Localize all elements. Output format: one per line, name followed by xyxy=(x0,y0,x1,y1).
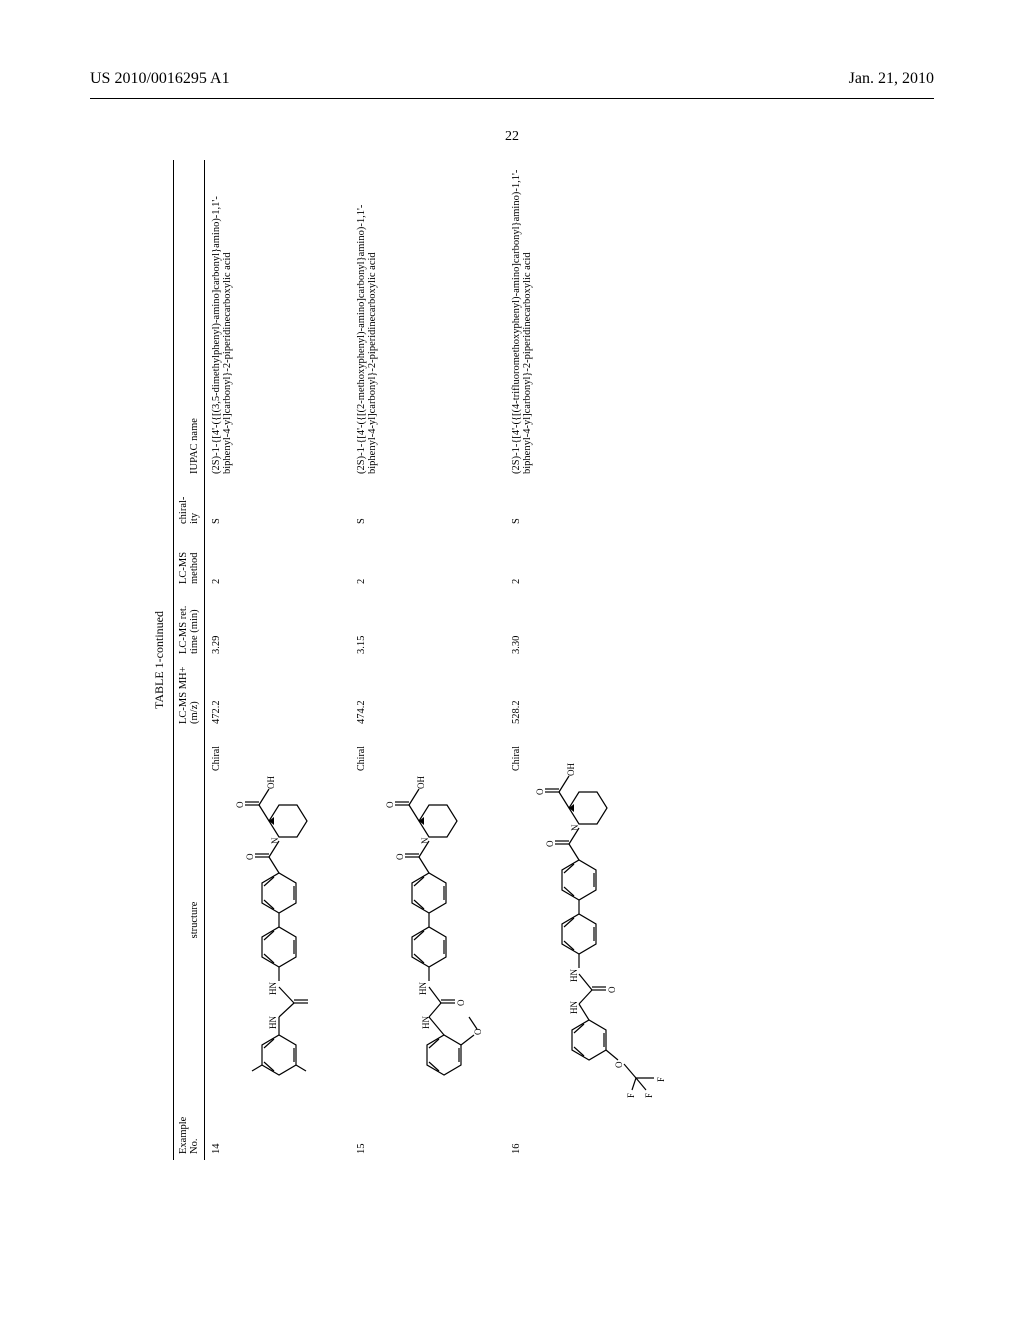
col-example: Example No. xyxy=(174,1110,205,1160)
cell-method: 2 xyxy=(205,530,351,590)
svg-text:HN: HN xyxy=(569,1001,579,1014)
cell-chirality: S xyxy=(505,480,680,530)
cell-iupac: (2S)-1-{[4'-({[(3,5-dimethylphenyl)-amin… xyxy=(205,160,351,480)
svg-text:O: O xyxy=(245,853,255,860)
cell-example-no: 15 xyxy=(350,1110,505,1160)
cell-mh: 528.2 xyxy=(505,660,680,730)
cell-chirality: S xyxy=(350,480,505,530)
svg-text:HN: HN xyxy=(268,1016,278,1029)
svg-text:HN: HN xyxy=(421,1016,431,1029)
svg-text:O: O xyxy=(473,1028,483,1035)
cell-mh: 474.2 xyxy=(350,660,505,730)
chiral-label: Chiral xyxy=(511,736,524,1104)
cell-method: 2 xyxy=(350,530,505,590)
svg-text:F: F xyxy=(656,1077,666,1082)
cell-structure: Chiral O HN xyxy=(350,730,505,1110)
svg-text:N: N xyxy=(420,837,430,844)
table-caption: TABLE 1-continued xyxy=(152,160,167,1160)
cell-method: 2 xyxy=(505,530,680,590)
cell-ret: 3.30 xyxy=(505,590,680,660)
cell-iupac: (2S)-1-{[4'-({[(2-methoxyphenyl)-amino]c… xyxy=(350,160,505,480)
svg-text:OH: OH xyxy=(416,776,426,789)
svg-text:N: N xyxy=(270,837,280,844)
svg-text:O: O xyxy=(456,999,466,1006)
svg-text:O: O xyxy=(607,986,617,993)
compound-table: Example No. structure LC-MS MH+ (m/z) LC… xyxy=(173,160,680,1160)
svg-text:O: O xyxy=(395,853,405,860)
col-structure: structure xyxy=(174,730,205,1110)
publication-number: US 2010/0016295 A1 xyxy=(90,70,230,88)
header-divider xyxy=(90,98,934,99)
svg-text:O: O xyxy=(535,788,545,795)
table-row: 16 Chiral F F F O xyxy=(505,160,680,1160)
col-iupac: IUPAC name xyxy=(174,160,205,480)
structure-svg-15: O HN O HN xyxy=(369,745,499,1095)
svg-text:O: O xyxy=(235,801,245,808)
col-chirality: chiral- ity xyxy=(174,480,205,530)
cell-structure: Chiral HN xyxy=(205,730,351,1110)
svg-text:O: O xyxy=(614,1061,624,1068)
svg-text:O: O xyxy=(385,801,395,808)
table-row: 14 Chiral xyxy=(205,160,351,1160)
table-container: TABLE 1-continued Example No. structure … xyxy=(152,160,872,1160)
structure-svg-14: HN HN xyxy=(224,745,344,1095)
page-number: 22 xyxy=(0,129,1024,145)
svg-text:HN: HN xyxy=(418,982,428,995)
cell-iupac: (2S)-1-{[4'-({[(4-trifluoromethoxyphenyl… xyxy=(505,160,680,480)
cell-ret: 3.15 xyxy=(350,590,505,660)
svg-text:OH: OH xyxy=(266,776,276,789)
svg-text:F: F xyxy=(626,1093,636,1098)
col-method: LC-MS method xyxy=(174,530,205,590)
cell-chirality: S xyxy=(205,480,351,530)
cell-mh: 472.2 xyxy=(205,660,351,730)
cell-structure: Chiral F F F O xyxy=(505,730,680,1110)
svg-text:OH: OH xyxy=(566,763,576,776)
cell-example-no: 16 xyxy=(505,1110,680,1160)
col-ret: LC-MS ret. time (min) xyxy=(174,590,205,660)
svg-text:F: F xyxy=(644,1093,654,1098)
cell-ret: 3.29 xyxy=(205,590,351,660)
cell-example-no: 14 xyxy=(205,1110,351,1160)
structure-svg-16: F F F O xyxy=(524,740,674,1100)
col-mh: LC-MS MH+ (m/z) xyxy=(174,660,205,730)
table-row: 15 Chiral O xyxy=(350,160,505,1160)
chiral-label: Chiral xyxy=(356,736,369,1104)
chiral-label: Chiral xyxy=(211,736,224,1104)
svg-text:O: O xyxy=(545,840,555,847)
publication-date: Jan. 21, 2010 xyxy=(849,70,934,88)
svg-text:HN: HN xyxy=(268,982,278,995)
svg-text:N: N xyxy=(570,824,580,831)
svg-text:HN: HN xyxy=(569,969,579,982)
table-header-row: Example No. structure LC-MS MH+ (m/z) LC… xyxy=(174,160,205,1160)
